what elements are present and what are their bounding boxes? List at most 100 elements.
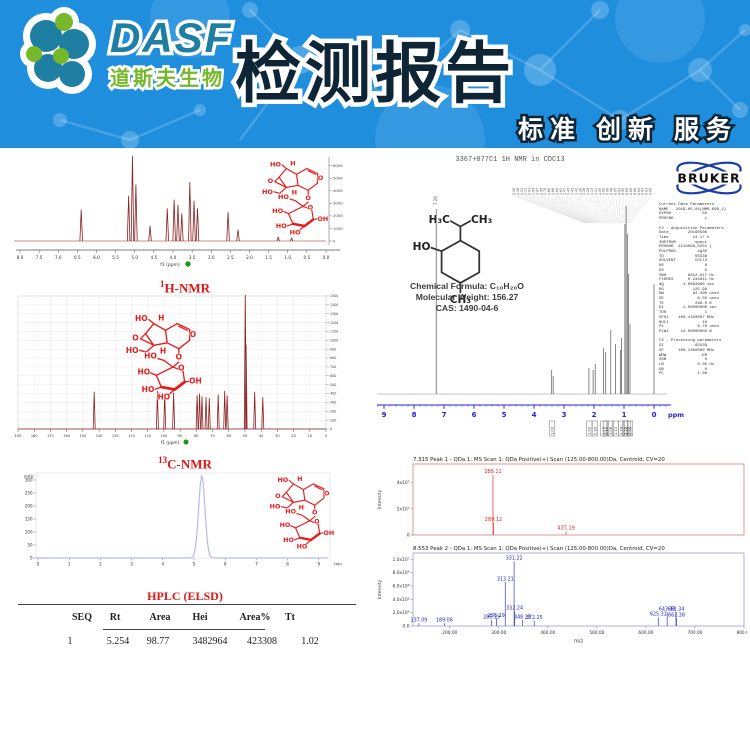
svg-text:2.5: 2.5	[227, 255, 234, 260]
svg-text:120: 120	[128, 434, 135, 438]
hplc-chromatogram-plot: mAU 0 50 100 150 200 250 300 0 1 2 3 4 5 6 7 8 9 min	[24, 472, 342, 567]
table-header-hei: Hei	[192, 612, 208, 623]
svg-text:8.0: 8.0	[17, 255, 24, 260]
svg-text:600.00: 600.00	[638, 630, 653, 636]
svg-text:6: 6	[224, 562, 227, 567]
svg-text:2.95: 2.95	[628, 427, 632, 435]
svg-text:70: 70	[210, 434, 214, 438]
svg-text:0: 0	[333, 238, 336, 243]
svg-text:4.0x10⁶: 4.0x10⁶	[393, 597, 410, 603]
svg-text:5.5: 5.5	[112, 255, 119, 260]
svg-text:0.93: 0.93	[617, 188, 621, 195]
svg-text:0.91: 0.91	[621, 188, 625, 195]
svg-text:200.00: 200.00	[442, 630, 457, 636]
svg-text:800.00: 800.00	[736, 630, 747, 636]
svg-text:1.00: 1.00	[550, 426, 554, 435]
molecule-pattern-decoration	[53, 0, 750, 148]
svg-text:3.18: 3.18	[624, 426, 628, 435]
dasf-chinese-name: 道斯夫生物 道斯夫生物	[108, 66, 225, 93]
table-header-area: Area	[149, 612, 171, 623]
svg-text:1.62: 1.62	[559, 188, 563, 195]
svg-text:0.0: 0.0	[403, 624, 410, 630]
table-cell-areapct: 423308	[247, 636, 277, 647]
h1-nmr-caption: 1H-NMR	[160, 279, 210, 296]
svg-text:0.86: 0.86	[633, 188, 637, 195]
catalpol-structure-hplc	[258, 474, 336, 559]
svg-text:8.0x10⁶: 8.0x10⁶	[393, 570, 410, 576]
svg-text:1100: 1100	[330, 330, 338, 334]
svg-text:2.0: 2.0	[246, 255, 253, 260]
svg-text:289.12: 289.12	[485, 517, 503, 523]
svg-text:2.15: 2.15	[520, 188, 524, 195]
svg-text:60: 60	[227, 434, 231, 438]
ms-panel-1: 7.315 Peak 1 - QDa 1: MS Scan 1: QDa Pos…	[377, 457, 745, 539]
svg-text:313.21: 313.21	[497, 576, 514, 582]
svg-text:90: 90	[178, 434, 182, 438]
svg-text:1.97: 1.97	[535, 188, 539, 195]
c13-nmr-caption: 13C-NMR	[158, 455, 212, 472]
svg-text:400.00: 400.00	[540, 630, 555, 636]
svg-text:Intensity: Intensity	[377, 580, 383, 600]
svg-text:900: 900	[330, 347, 336, 351]
svg-text:200: 200	[25, 503, 33, 508]
svg-text:331.22: 331.22	[506, 556, 523, 562]
svg-text:300.00: 300.00	[491, 630, 506, 636]
svg-text:140: 140	[96, 434, 103, 438]
svg-text:2000: 2000	[333, 213, 343, 218]
svg-text:285.19: 285.19	[483, 614, 500, 620]
svg-text:0.95: 0.95	[613, 188, 617, 195]
svg-text:30: 30	[275, 434, 279, 438]
svg-text:1200: 1200	[330, 321, 338, 325]
svg-text:437.19: 437.19	[557, 526, 575, 532]
table-header-underline	[103, 629, 265, 630]
svg-text:500.00: 500.00	[589, 630, 604, 636]
svg-text:4: 4	[532, 411, 537, 419]
svg-text:1.13: 1.13	[614, 427, 618, 435]
svg-text:800: 800	[330, 356, 336, 360]
svg-text:0.81: 0.81	[645, 188, 649, 195]
svg-text:ppm: ppm	[668, 411, 684, 419]
svg-text:0: 0	[30, 555, 33, 560]
svg-text:8.553 Peak 2 - QDa 1: MS Scan: 8.553 Peak 2 - QDa 1: MS Scan 1: QDa Pos…	[413, 546, 665, 552]
table-header-tt: Tt	[285, 612, 295, 623]
svg-text:80: 80	[194, 434, 198, 438]
svg-text:7.26: 7.26	[433, 196, 438, 205]
svg-text:0.84: 0.84	[637, 188, 641, 195]
svg-text:7.315 Peak 1 - QDa 1: MS Scan: 7.315 Peak 1 - QDa 1: MS Scan 1: QDa Pos…	[413, 457, 665, 463]
svg-text:0: 0	[407, 533, 410, 539]
svg-text:4.0: 4.0	[170, 255, 177, 260]
svg-text:mAU: mAU	[24, 474, 34, 479]
svg-text:189.06: 189.06	[436, 618, 453, 624]
svg-text:1.64: 1.64	[555, 188, 559, 195]
svg-text:6.0: 6.0	[93, 255, 100, 260]
svg-text:661.34: 661.34	[668, 606, 685, 612]
header-banner: DASF DASF 道斯夫生物 道斯夫生物 检测报告 检测报告 标准 创新 服务…	[0, 0, 750, 148]
svg-text:288.11: 288.11	[484, 469, 502, 475]
svg-text:1500: 1500	[330, 294, 338, 298]
svg-text:1.09: 1.09	[598, 188, 602, 195]
svg-text:1.68: 1.68	[547, 188, 551, 195]
catalpol-structure-h1	[250, 158, 330, 246]
svg-text:100: 100	[330, 418, 336, 422]
svg-text:8: 8	[286, 562, 289, 567]
svg-text:4: 4	[161, 562, 164, 567]
svg-text:1.26: 1.26	[586, 188, 590, 195]
svg-text:1.66: 1.66	[551, 188, 555, 195]
svg-text:1.0: 1.0	[284, 255, 291, 260]
svg-text:7: 7	[255, 562, 258, 567]
svg-text:110: 110	[144, 434, 151, 438]
svg-text:f1 (ppm): f1 (ppm)	[161, 440, 180, 446]
svg-text:9: 9	[317, 562, 320, 567]
svg-text:2.18: 2.18	[512, 188, 516, 195]
table-header-rt: Rt	[109, 612, 121, 623]
svg-text:3000: 3000	[333, 201, 343, 206]
svg-text:625.31: 625.31	[650, 612, 667, 618]
svg-text:6000: 6000	[333, 163, 343, 168]
svg-text:0.96: 0.96	[610, 188, 614, 195]
svg-text:8: 8	[412, 411, 417, 419]
svg-text:2.13: 2.13	[524, 188, 528, 195]
svg-text:5000: 5000	[333, 176, 343, 181]
svg-text:7.0: 7.0	[55, 255, 62, 260]
dasf-logo-icon	[20, 7, 96, 94]
svg-text:1.05: 1.05	[602, 427, 606, 435]
